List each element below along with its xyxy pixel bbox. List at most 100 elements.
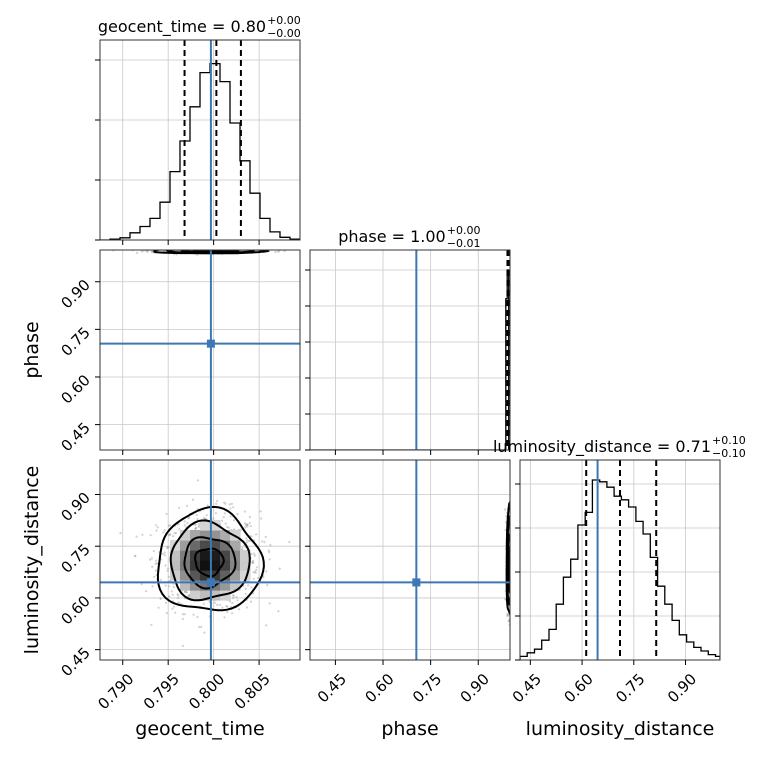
scatter-point — [187, 595, 190, 598]
density-bin — [210, 560, 221, 571]
density-bin — [190, 580, 201, 591]
scatter-point — [512, 567, 514, 569]
density-bin — [170, 570, 181, 581]
scatter-point — [511, 525, 513, 527]
histogram-step — [100, 62, 300, 240]
density-bin — [180, 570, 191, 581]
y-tick-label: 0.75 — [57, 540, 93, 576]
scatter-point — [178, 506, 181, 509]
density-bin — [180, 540, 191, 551]
scatter-point — [154, 569, 157, 572]
scatter-point — [504, 508, 507, 511]
density-bin — [170, 550, 181, 561]
scatter-point — [193, 247, 195, 249]
scatter-point — [244, 522, 247, 525]
scatter-point — [167, 546, 170, 549]
x-tick-label: 0.75 — [409, 670, 445, 706]
scatter-point — [511, 511, 513, 513]
histogram-geocent_time — [100, 40, 300, 240]
scatter-point — [163, 529, 166, 532]
scatter-point — [250, 247, 252, 249]
scatter-point — [194, 526, 197, 530]
truth-marker — [412, 578, 421, 587]
histogram-step — [310, 269, 510, 450]
title-minus: −0.10 — [712, 447, 746, 460]
frames-layer — [95, 39, 721, 665]
density-bin — [210, 540, 221, 551]
panel-frame — [99, 459, 301, 661]
scatter-point — [141, 533, 144, 536]
density-bin — [210, 520, 221, 531]
x-tick-label: 0.805 — [231, 670, 274, 713]
scatter-point — [507, 620, 510, 623]
scatter-point — [207, 248, 209, 250]
x-axis-label-phase: phase — [381, 718, 438, 740]
scatter-point — [166, 569, 169, 572]
panel-frame — [99, 249, 301, 451]
density-bin — [210, 550, 221, 561]
scatter-point — [226, 525, 229, 529]
scatter-point — [184, 248, 186, 250]
scatter-point — [256, 566, 259, 569]
scatter-point — [512, 614, 514, 616]
scatter-point — [216, 499, 219, 503]
scatter-point — [194, 528, 197, 531]
scatter-point — [183, 524, 186, 527]
x-tick-label: 0.45 — [314, 670, 350, 706]
density-bin — [210, 530, 221, 541]
title-plus: +0.00 — [267, 14, 301, 27]
scatter-point — [216, 246, 218, 248]
scatter-point — [170, 246, 172, 248]
x-tick-label: 0.90 — [664, 670, 700, 706]
density-bin — [230, 570, 241, 581]
scatter-point — [202, 247, 204, 249]
scatter-point — [198, 625, 201, 629]
scatter-point — [162, 531, 165, 534]
density-bin — [230, 540, 241, 551]
y-axis-label-phase: phase — [21, 321, 43, 378]
scatter-point — [232, 597, 235, 600]
contour-line — [183, 536, 237, 590]
scatter-point — [236, 599, 239, 602]
y-tick-label: 0.90 — [57, 489, 93, 525]
scatter-point — [198, 524, 201, 527]
scatter-point — [216, 603, 219, 606]
scatter-point — [193, 661, 195, 663]
x-axis-label-luminosity-distance: luminosity_distance — [526, 718, 715, 740]
scatter-point — [226, 610, 229, 614]
scatter-point — [511, 565, 513, 567]
density-bin — [220, 530, 231, 541]
scatter-point — [198, 247, 200, 249]
density-bin — [200, 560, 211, 571]
x-tick-label: 0.795 — [140, 670, 183, 713]
scatter-point — [186, 522, 189, 525]
scatter-point — [220, 248, 222, 250]
scatter-point — [184, 591, 187, 594]
scatter-point — [214, 512, 217, 515]
scatter-point — [222, 516, 225, 519]
scatter-point — [177, 594, 180, 597]
scatter-point — [215, 502, 218, 505]
scatter-point — [151, 565, 154, 569]
scatter-point — [197, 526, 200, 529]
scatter-point — [196, 615, 199, 619]
scatter-point — [245, 524, 248, 527]
density-bin — [230, 580, 241, 591]
scatter-point — [165, 546, 169, 549]
scatter-point — [167, 585, 170, 588]
content-layer — [100, 40, 720, 663]
scatter-point — [194, 523, 197, 526]
density-bin — [200, 540, 211, 551]
scatter-point — [511, 563, 513, 565]
contour-line — [194, 547, 225, 578]
scatter-point — [220, 519, 224, 522]
scatter-point — [168, 595, 171, 598]
scatter-point — [173, 605, 176, 608]
x-tick-label: 0.800 — [185, 670, 228, 713]
scatter-point — [268, 558, 271, 561]
y-tick-label: 0.60 — [57, 371, 93, 407]
scatter-point — [506, 612, 509, 616]
scatter-point — [253, 554, 256, 557]
scatter-point — [180, 247, 182, 249]
scatter-point — [245, 523, 248, 526]
